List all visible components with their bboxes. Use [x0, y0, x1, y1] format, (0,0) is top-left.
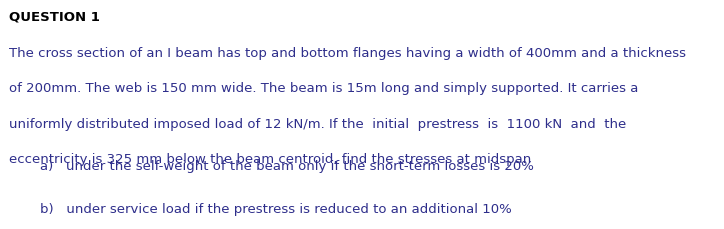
Text: b)   under service load if the prestress is reduced to an additional 10%: b) under service load if the prestress i… [40, 203, 512, 216]
Text: eccentricity is 325 mm below the beam centroid, find the stresses at midspan: eccentricity is 325 mm below the beam ce… [9, 153, 531, 166]
Text: The cross section of an I beam has top and bottom flanges having a width of 400m: The cross section of an I beam has top a… [9, 47, 686, 60]
Text: of 200mm. The web is 150 mm wide. The beam is 15m long and simply supported. It : of 200mm. The web is 150 mm wide. The be… [9, 82, 639, 95]
Text: uniformly distributed imposed load of 12 kN/m. If the  initial  prestress  is  1: uniformly distributed imposed load of 12… [9, 118, 627, 131]
Text: QUESTION 1: QUESTION 1 [9, 10, 101, 23]
Text: a)   under the self-weight of the beam only if the short-term losses is 20%: a) under the self-weight of the beam onl… [40, 160, 534, 173]
